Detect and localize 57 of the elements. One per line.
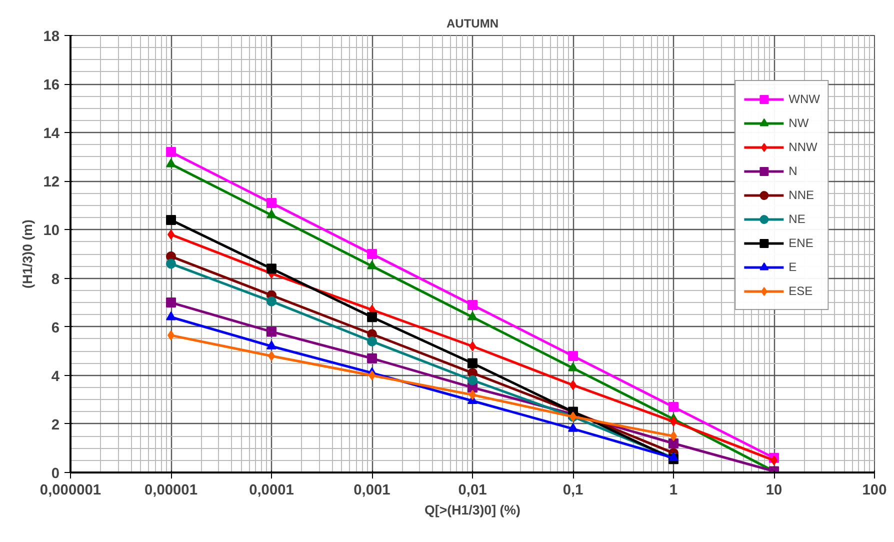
chart-title: AUTUMN bbox=[446, 16, 499, 30]
point bbox=[266, 340, 276, 350]
y-tick-label: 0 bbox=[51, 466, 60, 482]
point bbox=[668, 438, 678, 448]
point bbox=[166, 158, 176, 168]
x-tick-label: 0,01 bbox=[458, 482, 487, 498]
point bbox=[568, 423, 578, 432]
y-tick-label: 10 bbox=[43, 223, 60, 240]
x-tick-label: 100 bbox=[862, 482, 887, 498]
point bbox=[266, 296, 276, 306]
y-tick-label: 12 bbox=[43, 174, 60, 191]
x-tick-label: 0,001 bbox=[354, 482, 390, 498]
y-tick-label: 4 bbox=[51, 368, 60, 385]
point bbox=[568, 362, 578, 372]
point bbox=[468, 300, 478, 310]
y-axis-title: (H1/3)0 (m) bbox=[20, 220, 36, 288]
point bbox=[166, 311, 176, 320]
x-tick-label: 10 bbox=[766, 482, 782, 498]
x-tick-label: 0,0001 bbox=[249, 482, 294, 498]
legend-label: NNW bbox=[788, 140, 818, 154]
legend-label: ESE bbox=[788, 284, 813, 298]
legend-label: WNW bbox=[788, 92, 820, 106]
point bbox=[166, 215, 176, 226]
point bbox=[367, 312, 377, 322]
point bbox=[166, 258, 176, 269]
point bbox=[266, 326, 276, 337]
point bbox=[367, 336, 377, 346]
legend-label: NNE bbox=[788, 188, 814, 202]
point bbox=[367, 260, 377, 270]
point bbox=[668, 402, 678, 412]
y-tick-label: 6 bbox=[51, 320, 60, 336]
x-tick-label: 0,000001 bbox=[40, 482, 102, 498]
point bbox=[367, 249, 377, 259]
x-tick-label: 0,00001 bbox=[144, 482, 198, 498]
y-tick-label: 2 bbox=[51, 417, 60, 434]
legend-label: ENE bbox=[788, 236, 814, 250]
legend-label: NW bbox=[788, 116, 809, 130]
y-tick-label: 14 bbox=[43, 126, 60, 142]
x-axis-title: Q[>(H1/3)0] (%) bbox=[424, 502, 520, 518]
y-tick-label: 8 bbox=[51, 272, 60, 288]
legend-label: N bbox=[788, 164, 798, 178]
point bbox=[266, 198, 276, 208]
y-tick-label: 16 bbox=[43, 78, 60, 94]
point bbox=[266, 209, 276, 218]
point bbox=[468, 311, 478, 320]
point bbox=[367, 353, 377, 364]
y-tick-label: 18 bbox=[43, 29, 60, 45]
point bbox=[468, 375, 478, 386]
point bbox=[468, 358, 478, 368]
point bbox=[568, 350, 578, 361]
legend-label: NE bbox=[788, 212, 806, 226]
point bbox=[166, 147, 176, 158]
point bbox=[266, 264, 276, 274]
x-tick-label: 0,1 bbox=[562, 482, 584, 498]
legend-label: E bbox=[788, 260, 798, 274]
x-tick-label: 1 bbox=[669, 482, 678, 498]
point bbox=[166, 298, 176, 308]
